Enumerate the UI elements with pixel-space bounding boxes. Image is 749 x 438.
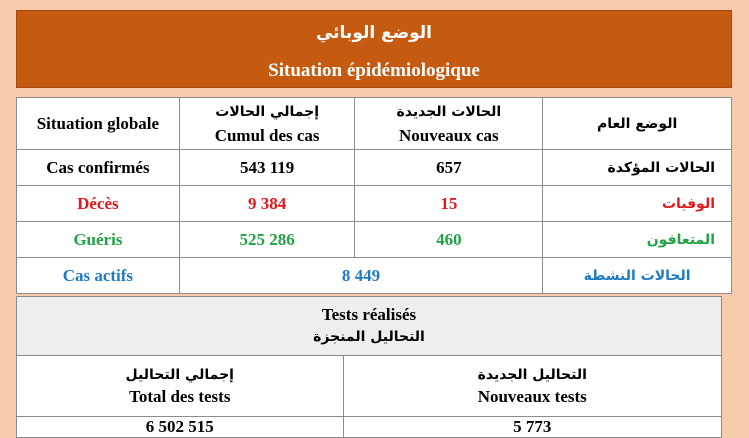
confirmed-label-fr: Cas confirmés [16, 149, 180, 186]
tests-new-fr: Nouveaux tests [477, 387, 587, 406]
tests-title-row: Tests réalisés التحاليل المنجزة [16, 296, 722, 356]
recovered-label-ar: المتعافون [542, 221, 732, 258]
tests-total-fr: Total des tests [129, 387, 231, 406]
active-label-fr: Cas actifs [16, 257, 180, 294]
banner-title-fr: Situation épidémiologique [268, 60, 480, 81]
situation-header-row: Situation globale إجمالي الحالات Cumul d… [16, 97, 732, 150]
tests-value-row: 6 502 515 5 773 [16, 416, 723, 438]
banner-title-ar: الوضع الوبائي [315, 23, 433, 43]
row-active: Cas actifs 8 449 الحالات النشطة [16, 257, 732, 294]
tests-table: Tests réalisés التحاليل المنجزة إجمالي ا… [16, 296, 723, 438]
deaths-label-ar: الوفيات [542, 185, 732, 222]
header-cumul-ar: إجمالي الحالات [215, 103, 319, 120]
active-value: 8 449 [178, 257, 544, 294]
header-cumul-fr: Cumul des cas [214, 125, 320, 145]
row-deaths: Décès 9 384 15 الوفيات [16, 185, 732, 222]
tests-title-ar: التحاليل المنجزة [313, 329, 425, 345]
tests-new-header: التحاليل الجديدة Nouveaux tests [342, 355, 723, 417]
confirmed-cumul: 543 119 [178, 149, 356, 186]
header-situation-globale: Situation globale [16, 97, 180, 150]
confirmed-label-ar: الحالات المؤكدة [542, 149, 732, 186]
deaths-new: 15 [354, 185, 544, 222]
tests-title-fr: Tests réalisés [321, 305, 417, 324]
tests-new-ar: التحاليل الجديدة [477, 367, 587, 383]
recovered-cumul: 525 286 [178, 221, 356, 258]
tests-new-value: 5 773 [342, 416, 723, 438]
deaths-label-fr: Décès [16, 185, 180, 222]
recovered-label-fr: Guéris [16, 221, 180, 258]
header-new-ar: الحالات الجديدة [396, 103, 502, 120]
row-confirmed: Cas confirmés 543 119 657 الحالات المؤكد… [16, 149, 732, 186]
active-label-ar: الحالات النشطة [542, 257, 732, 294]
header-global-ar: الوضع العام [542, 97, 732, 150]
tests-total-ar: إجمالي التحاليل [125, 367, 234, 383]
deaths-cumul: 9 384 [178, 185, 356, 222]
recovered-new: 460 [354, 221, 544, 258]
confirmed-new: 657 [354, 149, 544, 186]
header-banner: الوضع الوبائي Situation épidémiologique [16, 10, 732, 88]
row-recovered: Guéris 525 286 460 المتعافون [16, 221, 732, 258]
header-cumul: إجمالي الحالات Cumul des cas [178, 97, 356, 150]
header-new: الحالات الجديدة Nouveaux cas [354, 97, 544, 150]
header-new-fr: Nouveaux cas [399, 125, 499, 145]
situation-table: Situation globale إجمالي الحالات Cumul d… [16, 97, 732, 294]
tests-total-value: 6 502 515 [16, 416, 344, 438]
tests-total-header: إجمالي التحاليل Total des tests [16, 355, 344, 417]
tests-header-row: إجمالي التحاليل Total des tests التحاليل… [16, 355, 723, 417]
tests-title: Tests réalisés التحاليل المنجزة [16, 296, 722, 356]
